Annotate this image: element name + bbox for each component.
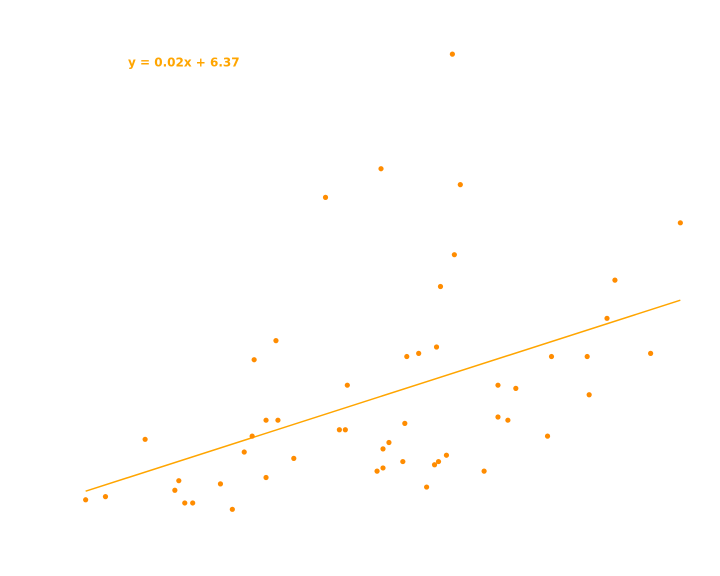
scatter-point xyxy=(586,392,592,398)
scatter-point xyxy=(451,252,457,258)
scatter-point xyxy=(229,506,235,512)
scatter-point xyxy=(612,277,618,283)
scatter-point xyxy=(437,283,444,290)
scatter-point xyxy=(336,427,342,433)
scatter-point xyxy=(386,439,392,446)
scatter-point xyxy=(322,194,329,200)
scatter-point xyxy=(402,420,408,426)
scatter-point xyxy=(548,353,555,360)
scatter-point xyxy=(249,433,255,439)
scatter-point xyxy=(435,458,442,465)
scatter-point xyxy=(83,497,89,503)
scatter-point xyxy=(182,500,188,506)
scatter-point xyxy=(273,338,279,344)
scatter-point xyxy=(380,465,386,471)
scatter-point xyxy=(400,458,406,465)
scatter-point xyxy=(604,315,610,321)
scatter-point xyxy=(291,455,297,461)
scatter-point xyxy=(481,468,487,474)
scatter-point xyxy=(374,468,380,474)
scatter-point xyxy=(584,353,590,360)
scatter-point xyxy=(217,481,224,487)
scatter-point xyxy=(505,417,511,423)
scatter-point xyxy=(190,500,196,506)
trend-line xyxy=(85,299,681,492)
scatter-point xyxy=(544,433,551,439)
scatter-point xyxy=(495,414,501,420)
scatter-point xyxy=(449,51,455,57)
scatter-point xyxy=(241,449,247,455)
scatter-point xyxy=(263,474,269,481)
scatter-point xyxy=(457,182,463,188)
scatter-point xyxy=(648,350,654,356)
scatter-point xyxy=(176,478,182,484)
scatter-point xyxy=(263,417,269,423)
scatter-point xyxy=(424,484,430,490)
scatter-point xyxy=(342,427,348,433)
scatter-point xyxy=(404,353,410,360)
scatter-point xyxy=(142,436,148,442)
scatter-point xyxy=(172,487,178,493)
scatter-point xyxy=(433,344,440,350)
scatter-point xyxy=(378,166,384,172)
scatter-point xyxy=(344,382,350,388)
scatter-point xyxy=(275,417,281,423)
scatter-point xyxy=(431,462,438,468)
equation-annotation: y = 0.02x + 6.37 xyxy=(128,56,240,70)
scatter-point xyxy=(102,494,109,500)
scatter-point xyxy=(513,385,519,391)
scatter-point xyxy=(495,382,501,388)
scatter-point xyxy=(380,446,386,452)
scatter-point xyxy=(251,357,257,363)
scatter-point xyxy=(416,350,422,356)
scatter-point xyxy=(443,452,450,458)
scatter-point xyxy=(677,220,683,226)
